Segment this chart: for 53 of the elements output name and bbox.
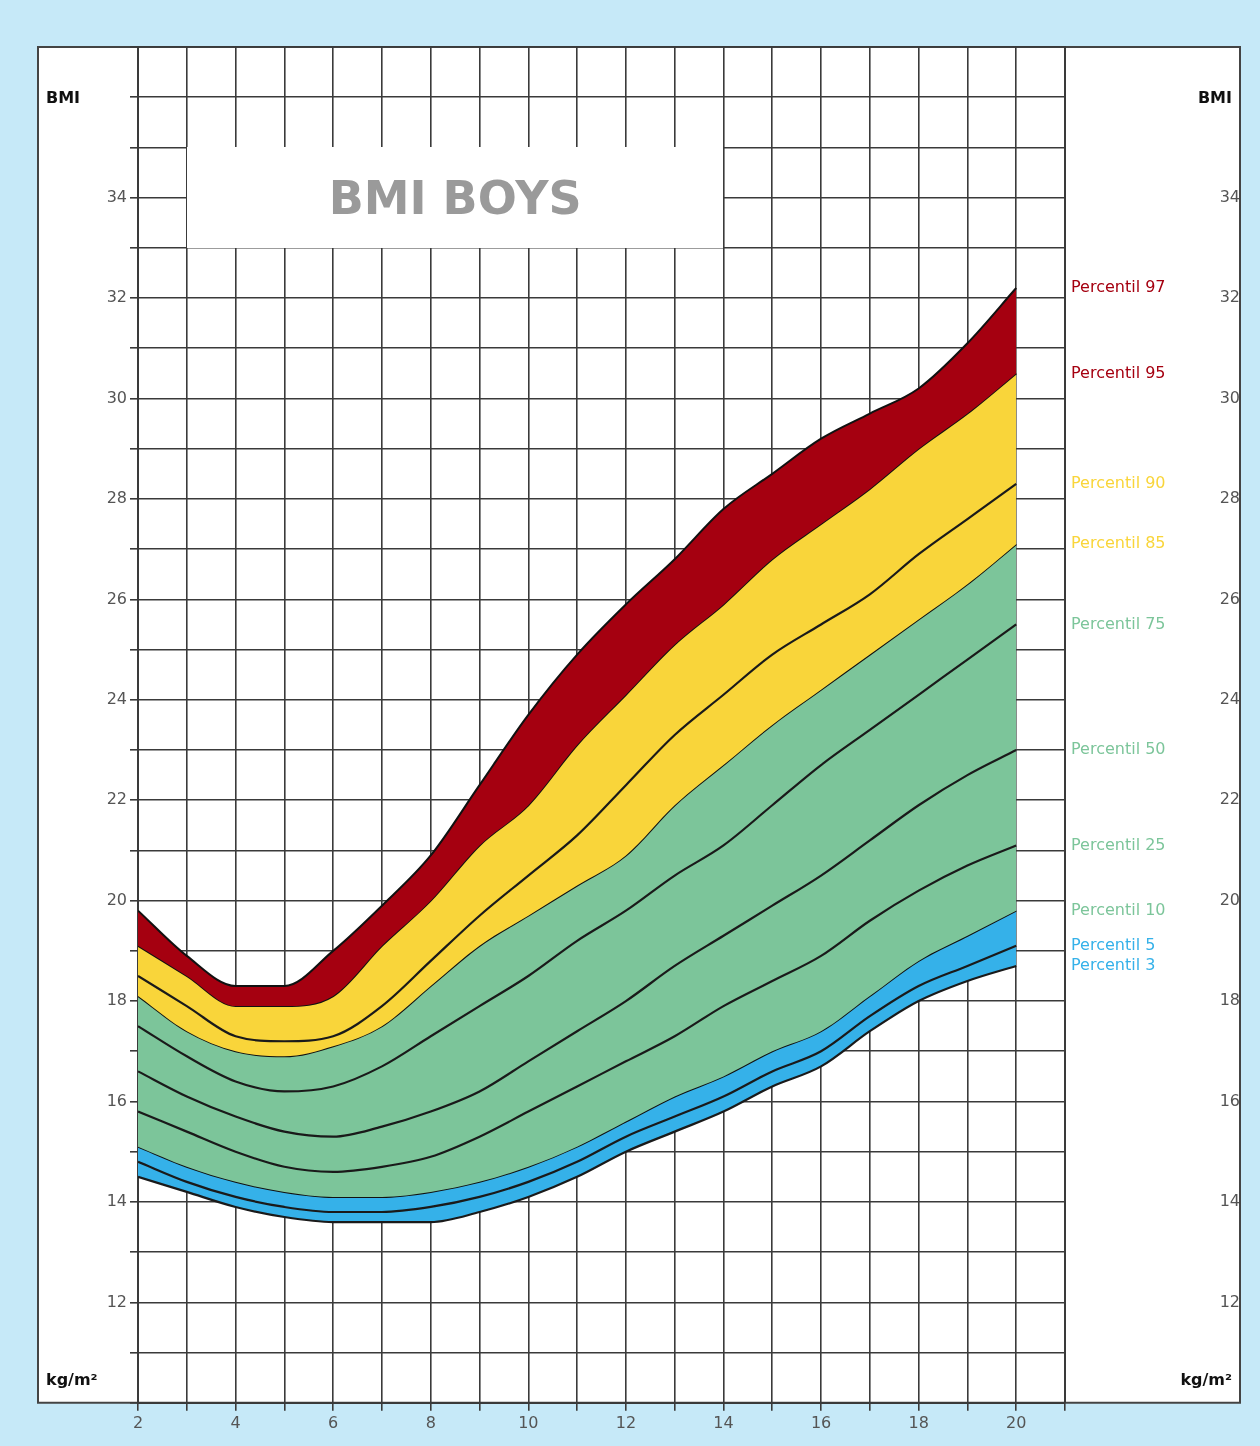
y-tick-label: 32: [1219, 287, 1240, 307]
y-tick-label: 24: [1219, 688, 1240, 708]
text: Percentil 5: [1071, 935, 1156, 954]
y-tick-label: 28: [1219, 488, 1240, 508]
line-series: [138, 482, 1018, 1043]
line-series: [138, 623, 1018, 1093]
text: Percentil 50: [1071, 739, 1166, 759]
x-tick-label: 12: [615, 1412, 637, 1432]
text: kg/m²: [1180, 1369, 1232, 1389]
text: Percentil 75: [1071, 613, 1166, 633]
text: Percentil 3: [1071, 955, 1156, 975]
y2-tick-label: 20: [106, 889, 127, 909]
text: Percentil 85: [1071, 533, 1166, 553]
y2-tick-label: 18: [106, 990, 127, 1010]
y-tick-label: 34: [1219, 186, 1240, 206]
y-tick-label: 12: [1219, 1291, 1240, 1311]
text: BMI: [46, 88, 81, 108]
text: Percentil 95: [1071, 362, 1166, 382]
y2-tick-label: 14: [106, 1191, 127, 1211]
text: Percentil 97: [1071, 277, 1166, 297]
y-tick-label: 14: [1219, 1191, 1240, 1211]
x-tick-label: 10: [518, 1412, 539, 1432]
text: kg/m²: [46, 1369, 98, 1389]
y2-tick-label: 28: [106, 488, 127, 508]
y-tick-label: 30: [1219, 387, 1240, 407]
x-tick-label: 4: [230, 1412, 241, 1432]
y2-tick-label: 12: [106, 1291, 127, 1311]
y2-tick-label: 24: [106, 688, 127, 708]
y-tick-label: 20: [1219, 889, 1240, 909]
x-tick-label: 18: [908, 1412, 929, 1432]
y2-tick-label: 22: [106, 789, 127, 809]
y2-tick-label: 34: [106, 186, 127, 206]
x-tick-label: 6: [328, 1412, 339, 1432]
x-tick-label: 8: [425, 1412, 436, 1432]
text: Percentil 25: [1071, 834, 1166, 854]
y-tick-label: 18: [1219, 990, 1240, 1010]
x-tick-label: 14: [713, 1412, 734, 1432]
x-tick-label: 2: [132, 1412, 144, 1432]
text: Percentil 90: [1071, 473, 1166, 493]
y-tick-label: 22: [1219, 789, 1240, 809]
y2-tick-label: 26: [106, 588, 127, 608]
text: BMI BOYS: [186, 147, 724, 248]
y2-tick-label: 32: [106, 287, 127, 307]
y-tick-label: 26: [1219, 588, 1240, 608]
line-series: [138, 844, 1018, 1173]
x-tick-label: 20: [1006, 1412, 1027, 1432]
y2-tick-label: 30: [106, 387, 127, 407]
line-series: [138, 748, 1018, 1138]
y-tick-label: 16: [1219, 1090, 1240, 1110]
text: BMI: [1197, 88, 1232, 108]
x-tick-label: 16: [810, 1412, 832, 1432]
text: Percentil 10: [1071, 899, 1166, 919]
y2-tick-label: 16: [106, 1090, 127, 1110]
